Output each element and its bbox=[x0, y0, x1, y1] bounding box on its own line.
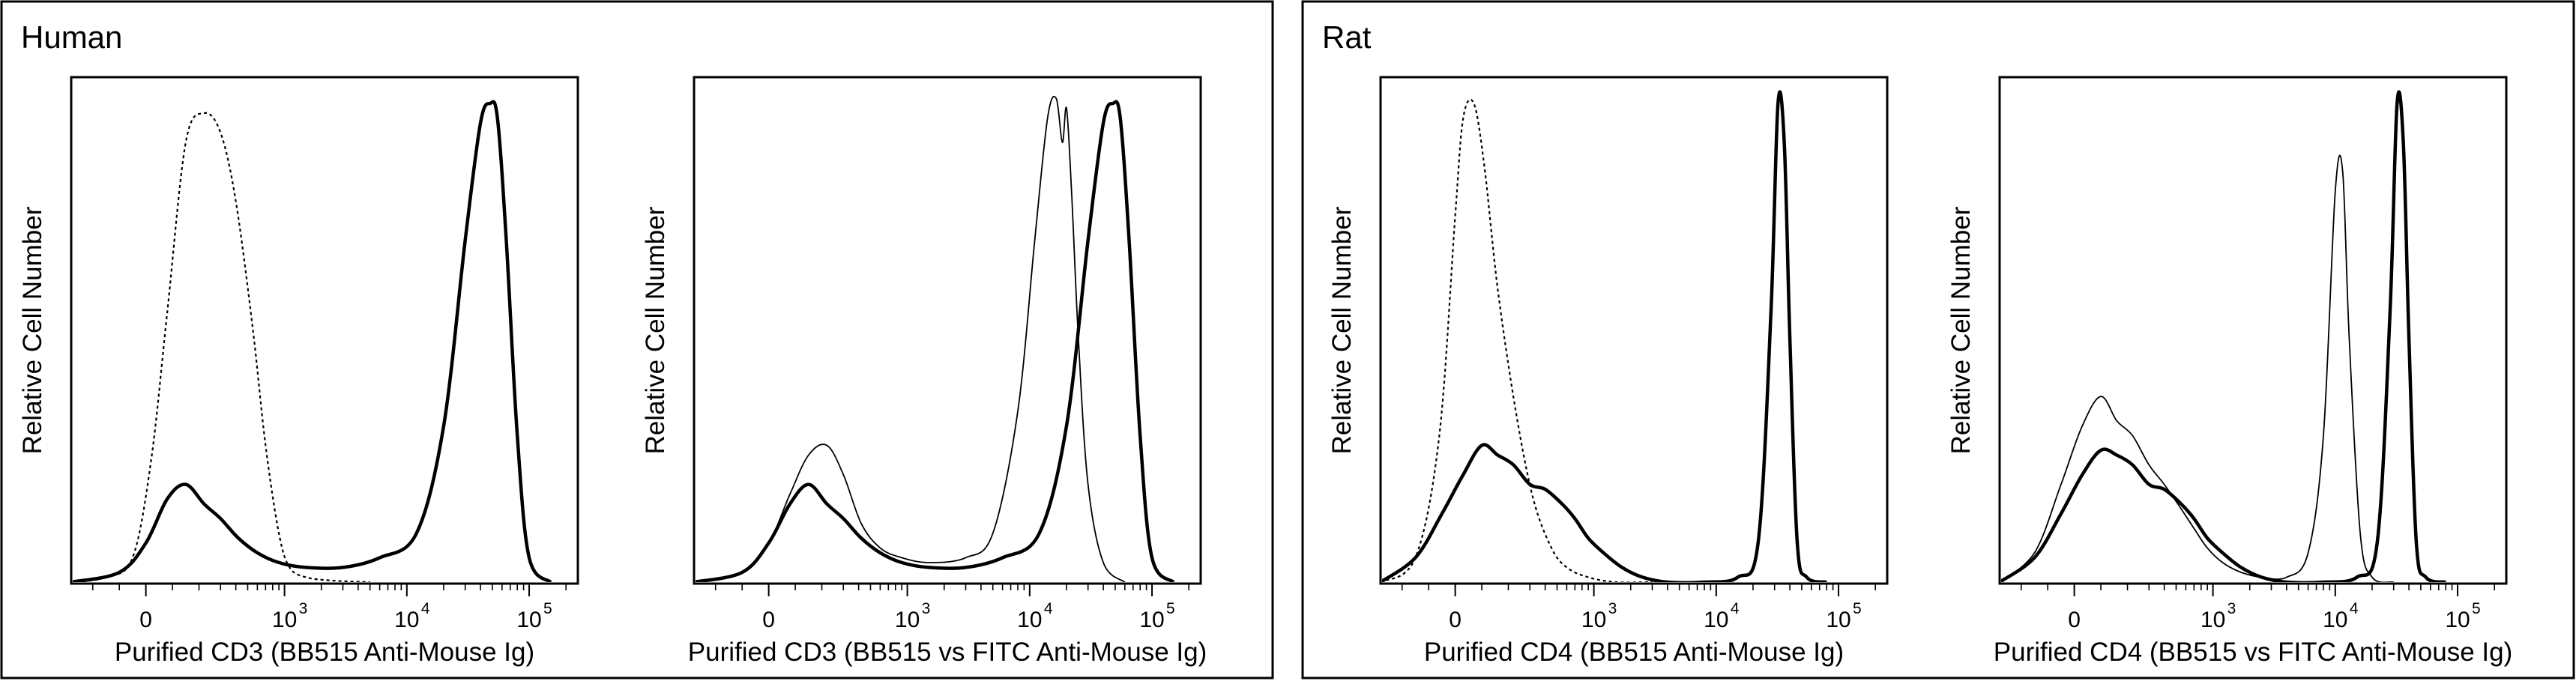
y-axis-label: Relative Cell Number bbox=[641, 206, 670, 454]
x-axis-label: Purified CD3 (BB515 Anti-Mouse Ig) bbox=[115, 638, 534, 667]
plot-area bbox=[70, 76, 579, 585]
x-tick-label: 10 bbox=[1017, 608, 1042, 632]
plot-area bbox=[1998, 76, 2508, 585]
x-tick-exponent: 4 bbox=[1731, 600, 1740, 617]
series-line-bold bbox=[73, 100, 552, 582]
x-tick-exponent: 3 bbox=[2227, 600, 2236, 617]
series-line-bold bbox=[2001, 90, 2446, 582]
x-tick-label: 10 bbox=[2323, 608, 2347, 632]
x-tick-exponent: 5 bbox=[2472, 600, 2481, 617]
x-axis-label: Purified CD4 (BB515 Anti-Mouse Ig) bbox=[1424, 638, 1844, 667]
x-tick-exponent: 4 bbox=[1044, 600, 1053, 617]
x-tick-label: 10 bbox=[895, 608, 920, 632]
series-line-dotted bbox=[1382, 98, 1653, 582]
plot-area bbox=[1379, 76, 1889, 585]
y-axis-label: Relative Cell Number bbox=[1327, 206, 1357, 454]
x-tick-label: 10 bbox=[272, 608, 297, 632]
x-tick-label: 10 bbox=[2201, 608, 2225, 632]
x-tick-exponent: 3 bbox=[299, 600, 308, 617]
x-tick-exponent: 5 bbox=[1166, 600, 1175, 617]
x-tick-label: 10 bbox=[1581, 608, 1606, 632]
x-axis-label: Purified CD3 (BB515 vs FITC Anti-Mouse I… bbox=[688, 638, 1207, 667]
series-line-thin bbox=[696, 95, 1126, 582]
x-tick-exponent: 4 bbox=[421, 600, 430, 617]
panel-title-rat: Rat bbox=[1322, 19, 1372, 55]
panel-frame-rat bbox=[1301, 0, 2575, 680]
x-tick-exponent: 4 bbox=[2350, 600, 2359, 617]
x-tick-label: 0 bbox=[2068, 608, 2081, 632]
plot-area bbox=[693, 76, 1202, 585]
series-line-bold bbox=[1382, 90, 1827, 582]
x-tick-label: 10 bbox=[1704, 608, 1728, 632]
x-tick-label: 0 bbox=[762, 608, 775, 632]
series-line-bold bbox=[696, 100, 1175, 582]
y-axis-label: Relative Cell Number bbox=[1946, 206, 1976, 454]
panel-frame-human bbox=[0, 0, 1274, 680]
x-tick-exponent: 3 bbox=[922, 600, 931, 617]
x-tick-exponent: 3 bbox=[1608, 600, 1617, 617]
x-tick-label: 10 bbox=[394, 608, 419, 632]
x-tick-exponent: 5 bbox=[543, 600, 552, 617]
x-tick-exponent: 5 bbox=[1853, 600, 1862, 617]
y-axis-label: Relative Cell Number bbox=[18, 206, 47, 454]
x-tick-label: 10 bbox=[1826, 608, 1850, 632]
x-tick-label: 10 bbox=[2445, 608, 2470, 632]
series-line-thin bbox=[2001, 154, 2394, 582]
x-axis-label: Purified CD4 (BB515 vs FITC Anti-Mouse I… bbox=[1994, 638, 2512, 667]
x-tick-label: 10 bbox=[516, 608, 541, 632]
panel-title-human: Human bbox=[21, 19, 122, 55]
x-tick-label: 0 bbox=[1449, 608, 1462, 632]
x-tick-label: 0 bbox=[139, 608, 152, 632]
x-tick-label: 10 bbox=[1139, 608, 1164, 632]
series-line-dotted bbox=[73, 112, 370, 582]
